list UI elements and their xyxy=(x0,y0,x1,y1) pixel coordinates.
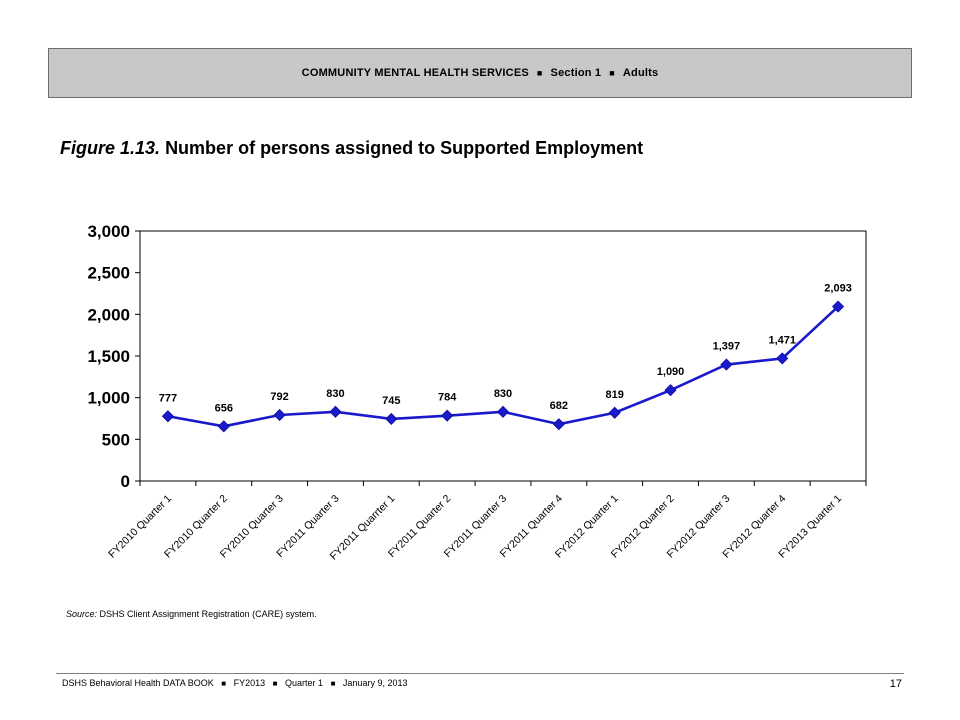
source-text: DSHS Client Assignment Registration (CAR… xyxy=(99,609,317,619)
data-label: 777 xyxy=(159,392,177,404)
header-separator: ■ xyxy=(609,68,615,78)
page-number: 17 xyxy=(889,678,902,690)
data-point xyxy=(329,405,342,418)
footer-separator: ■ xyxy=(272,679,278,688)
data-label: 1,090 xyxy=(657,366,685,378)
header-audience: Adults xyxy=(622,67,659,79)
y-tick-label: 2,500 xyxy=(87,264,130,283)
source-note: Source: DSHS Client Assignment Registrat… xyxy=(66,609,317,619)
data-point xyxy=(552,418,565,431)
y-tick-label: 2,000 xyxy=(87,305,130,324)
section-header: COMMUNITY MENTAL HEALTH SERVICES ■ Secti… xyxy=(48,48,912,98)
figure-title: Figure 1.13. Number of persons assigned … xyxy=(60,138,643,159)
data-label: 682 xyxy=(550,400,568,412)
header-section-number: Section 1 xyxy=(550,67,602,79)
data-point xyxy=(776,352,789,365)
source-label: Source: xyxy=(66,609,98,619)
data-point xyxy=(720,358,733,371)
data-label: 1,471 xyxy=(768,334,796,346)
y-tick-label: 0 xyxy=(121,472,130,491)
data-point xyxy=(273,408,286,422)
footer-info: DSHS Behavioral Health DATA BOOK ■ FY201… xyxy=(62,678,407,688)
data-label: 745 xyxy=(382,395,400,407)
footer-separator: ■ xyxy=(221,679,227,688)
y-tick-label: 1,000 xyxy=(87,389,130,408)
data-label: 2,093 xyxy=(824,283,852,295)
figure-caption: Number of persons assigned to Supported … xyxy=(165,138,644,158)
footer-date: January 9, 2013 xyxy=(342,678,408,688)
data-point xyxy=(832,300,845,313)
y-tick-label: 500 xyxy=(102,430,130,449)
data-point xyxy=(441,409,454,422)
data-label: 830 xyxy=(326,388,344,400)
figure-number: Figure 1.13. xyxy=(60,138,161,158)
header-section-name: COMMUNITY MENTAL HEALTH SERVICES xyxy=(301,67,529,79)
data-label: 784 xyxy=(438,392,457,404)
data-label: 656 xyxy=(215,402,233,414)
header-separator: ■ xyxy=(536,68,543,78)
data-label: 1,397 xyxy=(713,341,741,353)
data-point xyxy=(608,406,621,419)
data-point xyxy=(385,412,398,425)
y-tick-label: 3,000 xyxy=(87,222,130,241)
data-point xyxy=(496,405,510,418)
plot-area xyxy=(139,230,867,482)
footer-fiscal-year: FY2013 xyxy=(233,678,266,688)
y-tick-label: 1,500 xyxy=(87,347,130,366)
data-label: 830 xyxy=(494,388,512,400)
data-point xyxy=(664,384,677,397)
footer-book: DSHS Behavioral Health DATA BOOK xyxy=(62,678,214,688)
footer-quarter: Quarter 1 xyxy=(285,678,324,688)
data-point xyxy=(161,410,174,423)
data-label: 819 xyxy=(606,389,624,401)
data-label: 792 xyxy=(270,391,288,403)
footer-separator: ■ xyxy=(330,679,336,688)
data-point xyxy=(217,420,230,433)
footer-divider xyxy=(56,673,904,674)
